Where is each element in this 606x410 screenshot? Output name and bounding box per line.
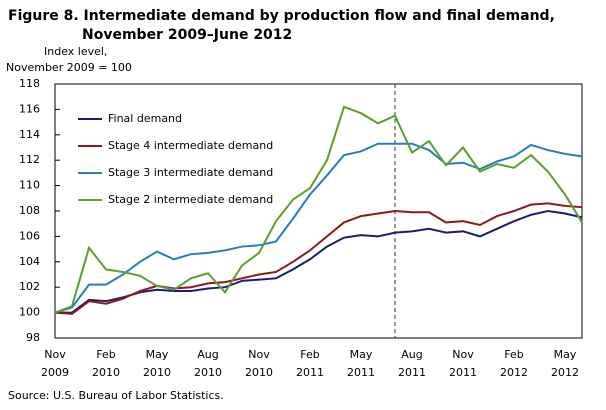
x-tick-label: Feb 2012 — [500, 348, 528, 379]
legend-label: Stage 2 intermediate demand — [108, 193, 273, 206]
x-tick-label-line: Nov — [44, 348, 66, 361]
x-tick-label: Aug 2010 — [194, 348, 222, 379]
x-tick-label-line: 2012 — [500, 366, 528, 379]
x-tick-label-line: 2010 — [143, 366, 171, 379]
x-tick-label-line: 2010 — [245, 366, 273, 379]
x-tick-label-line: May — [350, 348, 373, 361]
x-tick-label-line: Feb — [504, 348, 523, 361]
y-tick-label: 100 — [19, 306, 40, 319]
y-axis-label: November 2009 = 100 — [6, 61, 132, 74]
x-tick-label: Aug 2011 — [398, 348, 426, 379]
legend-label: Final demand — [108, 112, 182, 125]
x-tick-label: Nov 2009 — [41, 348, 69, 379]
x-tick-label-line: May — [554, 348, 577, 361]
y-tick-label: 118 — [19, 77, 40, 90]
series-line — [55, 209, 583, 314]
x-tick-label-line: Aug — [401, 348, 422, 361]
chart-title: Figure 8. Intermediate demand by product… — [8, 8, 555, 24]
y-tick-label: 104 — [19, 255, 40, 268]
x-tick-label-line: May — [146, 348, 169, 361]
series-line — [54, 105, 583, 314]
x-tick-label-line: Aug — [197, 348, 218, 361]
x-tick-label-line: 2012 — [551, 366, 579, 379]
x-tick-label-line: 2011 — [398, 366, 426, 379]
x-tick-label: May 2011 — [347, 348, 375, 379]
y-tick-label: 114 — [19, 128, 40, 141]
y-tick-label: 112 — [19, 153, 40, 166]
x-tick-label-line: Feb — [96, 348, 115, 361]
x-tick-label-line: 2010 — [92, 366, 120, 379]
y-tick-label: 116 — [19, 102, 40, 115]
y-tick-label: 108 — [19, 204, 40, 217]
x-tick-label-line: 2011 — [449, 366, 477, 379]
x-tick-label-line: 2009 — [41, 366, 69, 379]
x-tick-label: Nov 2011 — [449, 348, 477, 379]
x-tick-label: May 2012 — [551, 348, 579, 379]
x-tick-label-line: Nov — [452, 348, 474, 361]
x-tick-label: May 2010 — [143, 348, 171, 379]
y-tick-label: 110 — [19, 179, 40, 192]
x-tick-label-line: 2011 — [347, 366, 375, 379]
legend-label: Stage 3 intermediate demand — [108, 166, 273, 179]
series-line — [54, 142, 583, 314]
x-tick-label-line: 2010 — [194, 366, 222, 379]
x-tick-label-line: Feb — [300, 348, 319, 361]
x-tick-label: Feb 2010 — [92, 348, 120, 379]
x-tick-label-line: Nov — [248, 348, 270, 361]
y-axis-label: Index level, — [44, 45, 107, 58]
y-tick-label: 102 — [19, 280, 40, 293]
x-tick-label: Feb 2011 — [296, 348, 324, 379]
series-line — [54, 202, 583, 315]
x-tick-label-line: 2011 — [296, 366, 324, 379]
source: Source: U.S. Bureau of Labor Statistics. — [8, 389, 224, 402]
legend-label: Stage 4 intermediate demand — [108, 139, 273, 152]
chart-title: November 2009–June 2012 — [82, 27, 292, 43]
y-tick-label: 98 — [26, 331, 40, 344]
x-tick-label: Nov 2010 — [245, 348, 273, 379]
y-tick-label: 106 — [19, 229, 40, 242]
